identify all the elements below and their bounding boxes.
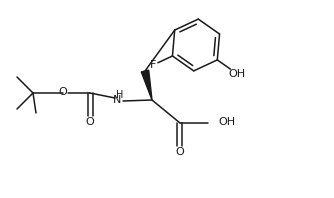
Text: N: N bbox=[113, 95, 121, 105]
Text: H: H bbox=[116, 90, 124, 100]
Text: O: O bbox=[176, 147, 184, 157]
Text: OH: OH bbox=[228, 69, 245, 79]
Text: O: O bbox=[86, 117, 95, 127]
Text: F: F bbox=[150, 60, 157, 70]
Text: OH: OH bbox=[218, 117, 235, 127]
Text: O: O bbox=[59, 87, 67, 97]
Polygon shape bbox=[141, 70, 152, 100]
